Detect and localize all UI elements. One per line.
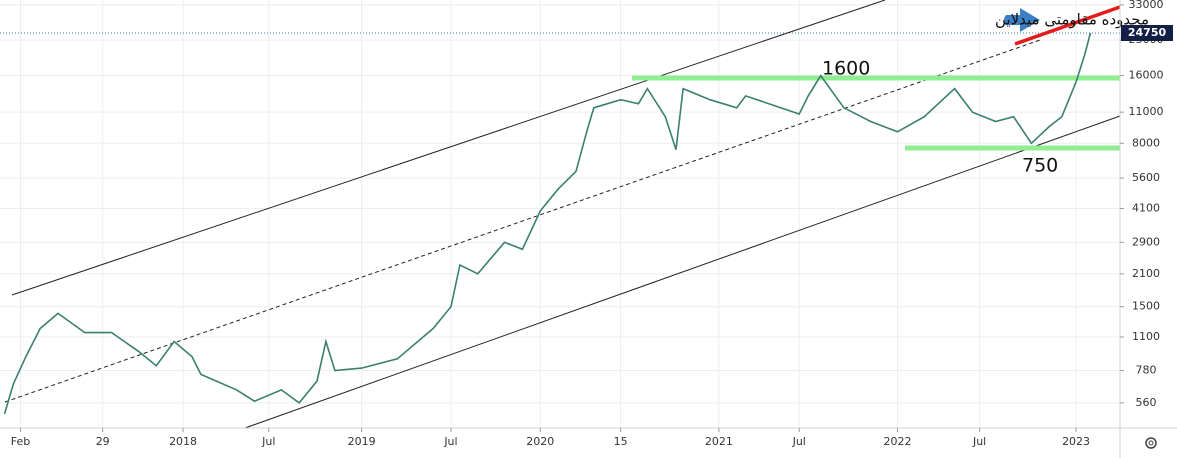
x-tick-label: Jul [443, 435, 457, 448]
x-tick-label: Feb [11, 435, 30, 448]
gear-icon[interactable] [1145, 437, 1157, 449]
x-tick-label: 15 [614, 435, 628, 448]
settings-button[interactable] [1145, 437, 1157, 449]
channel-lower [244, 115, 1121, 429]
x-tick-label: 29 [96, 435, 110, 448]
x-tick-label: 2022 [883, 435, 911, 448]
channel-midline [4, 39, 1041, 403]
price-series [3, 32, 1092, 415]
channel-upper [11, 0, 886, 296]
annotation: محدوده مقاومتی میدلاین [995, 11, 1149, 29]
last-price-box [1121, 24, 1173, 41]
x-tick-label: 2018 [169, 435, 197, 448]
y-tick-label: 33000 [1129, 0, 1164, 11]
annotation: 1600 [822, 58, 870, 80]
y-tick-label: 5600 [1132, 171, 1160, 184]
x-tick-label: 2023 [1062, 435, 1090, 448]
annotation: 750 [1022, 155, 1058, 177]
y-tick-label: 560 [1136, 396, 1157, 409]
x-tick-label: Jul [261, 435, 275, 448]
y-tick-label: 11000 [1129, 105, 1164, 118]
x-tick-label: Jul [792, 435, 806, 448]
y-tick-label: 1100 [1132, 330, 1160, 343]
grid [0, 0, 1120, 428]
y-tick-label: 2900 [1132, 235, 1160, 248]
x-tick-label: Jul [972, 435, 986, 448]
y-tick-label: 4100 [1132, 202, 1160, 215]
y-tick-label: 2100 [1132, 267, 1160, 280]
x-tick-label: 2020 [526, 435, 554, 448]
last-price-label: 24750 [1128, 26, 1167, 39]
drawings [4, 0, 1121, 429]
x-tick-label: 2019 [348, 435, 376, 448]
y-tick-label: 780 [1136, 364, 1157, 377]
y-tick-label: 16000 [1129, 69, 1164, 82]
red-trend-line [1014, 5, 1121, 46]
y-tick-label: 8000 [1132, 136, 1160, 149]
axes: 560 780 1100 1500 2100 2900 4100 5600 8000 11000 1… [11, 0, 1173, 448]
arrow-icon [1004, 8, 1040, 32]
price-line [3, 32, 1092, 415]
y-tick-label: 1500 [1132, 300, 1160, 313]
gear-center[interactable] [1148, 440, 1154, 446]
x-tick-label: 2021 [705, 435, 733, 448]
